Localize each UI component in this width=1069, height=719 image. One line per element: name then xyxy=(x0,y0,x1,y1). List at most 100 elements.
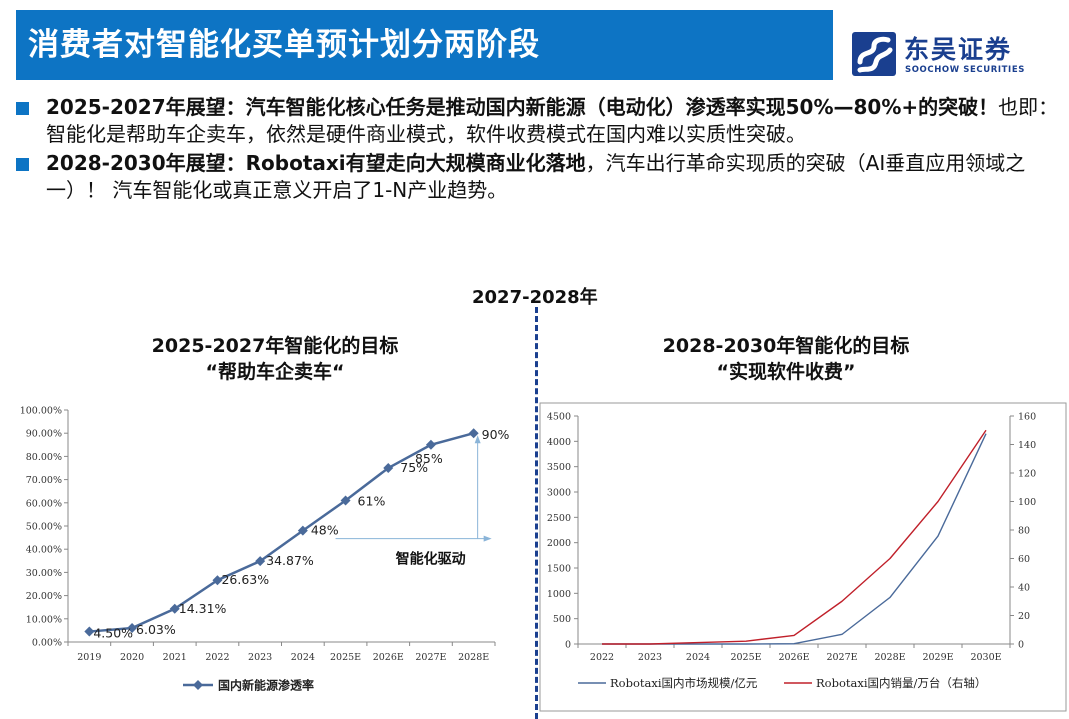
x-tick-label: 2022 xyxy=(590,652,614,663)
y-left-tick-label: 4500 xyxy=(547,412,571,423)
y-right-tick-label: 140 xyxy=(1018,440,1036,451)
data-label: 48% xyxy=(311,523,339,538)
data-point xyxy=(127,623,138,634)
y-left-tick-label: 1000 xyxy=(547,589,571,600)
chart-frame xyxy=(539,402,1067,712)
data-point xyxy=(255,556,266,567)
x-tick-label: 2026E xyxy=(373,652,404,663)
left-panel-title-line1: 2025-2027年智能化的目标 xyxy=(151,335,399,357)
header-bar: 消费者对智能化买单预计划分两阶段 xyxy=(16,10,833,80)
x-tick-label: 2021 xyxy=(163,652,187,663)
y-left-tick-label: 4000 xyxy=(547,437,571,448)
penetration-line xyxy=(89,431,474,633)
y-left-tick-label: 2000 xyxy=(547,538,571,549)
y-tick-label: 30.00% xyxy=(26,568,62,579)
market-size-line xyxy=(602,433,987,645)
x-tick-label: 2028E xyxy=(458,652,489,663)
x-tick-label: 2028E xyxy=(874,652,905,663)
y-right-tick-label: 0 xyxy=(1018,640,1024,651)
x-tick-label: 2029E xyxy=(922,652,953,663)
left-panel-title: 2025-2027年智能化的目标 “帮助车企卖车“ xyxy=(125,333,425,385)
data-point xyxy=(383,463,394,473)
data-point xyxy=(212,575,223,586)
y-left-tick-label: 2500 xyxy=(547,513,571,524)
right-panel-title-line1: 2028-2030年智能化的目标 xyxy=(662,335,910,357)
annotation-label: 智能化驱动 xyxy=(395,551,466,568)
company-logo: 东吴证券 SOOCHOW SECURITIES xyxy=(852,28,1052,78)
data-label: 90% xyxy=(482,427,510,442)
legend-label-sales-volume: Robotaxi国内销量/万台（右轴） xyxy=(816,676,986,690)
data-label: 4.50% xyxy=(93,626,133,641)
annotation-arrow-up xyxy=(474,435,481,444)
bullet-bold-text: 2028-2030年展望：Robotaxi有望走向大规模商业化落地 xyxy=(46,151,586,175)
y-right-tick-label: 20 xyxy=(1018,611,1030,622)
robotaxi-chart: 0 500 1000 1500 2000 2500 3000 3500 4000 4500 0 20 4… xyxy=(539,402,1067,712)
sales-volume-line xyxy=(602,429,987,645)
bullet-list: 2025-2027年展望：汽车智能化核心任务是推动国内新能源（电动化）渗透率实现… xyxy=(14,94,1059,206)
dashed-divider xyxy=(535,307,538,719)
y-tick-label: 0.00% xyxy=(32,638,62,649)
x-tick-label: 2026E xyxy=(778,652,809,663)
data-label: 75% xyxy=(400,460,428,475)
bullet-item: 2028-2030年展望：Robotaxi有望走向大规模商业化落地，汽车出行革命… xyxy=(14,150,1059,204)
y-tick-label: 60.00% xyxy=(26,498,62,509)
x-tick-label: 2027E xyxy=(415,652,446,663)
y-right-tick-label: 80 xyxy=(1018,526,1030,537)
data-label: 6.03% xyxy=(136,622,176,637)
data-label: 26.63% xyxy=(221,572,269,587)
y-left-tick-label: 500 xyxy=(553,614,571,625)
data-label: 14.31% xyxy=(179,601,227,616)
legend-swatch-marker xyxy=(193,680,203,690)
x-tick-label: 2020 xyxy=(120,652,144,663)
bullet-text: ，汽车出行革命实现质的突破（AI垂直应用领域之一）！ 汽车智能化或真正意义开启了… xyxy=(46,151,1026,202)
left-panel-title-line2: “帮助车企卖车“ xyxy=(205,361,345,383)
x-tick-label: 2023 xyxy=(248,652,272,663)
page-title: 消费者对智能化买单预计划分两阶段 xyxy=(28,27,540,63)
x-tick-label: 2023 xyxy=(638,652,662,663)
x-tick-label: 2027E xyxy=(826,652,857,663)
y-tick-label: 80.00% xyxy=(26,452,62,463)
data-point xyxy=(169,603,180,614)
data-label: 34.87% xyxy=(266,553,314,568)
y-tick-label: 90.00% xyxy=(26,429,62,440)
y-tick-label: 50.00% xyxy=(26,522,62,533)
bullet-bold-text: 2025-2027年展望：汽车智能化核心任务是推动国内新能源（电动化）渗透率实现… xyxy=(46,95,999,119)
y-tick-label: 20.00% xyxy=(26,591,62,602)
right-panel-title-line2: “实现软件收费” xyxy=(716,361,856,383)
data-label: 61% xyxy=(358,493,386,508)
data-point xyxy=(468,428,479,439)
bullet-text: 也即：智能化是帮助车企卖车，依然是硬件商业模式，软件收费模式在国内难以实质性突破… xyxy=(46,95,1059,146)
bullet-item: 2025-2027年展望：汽车智能化核心任务是推动国内新能源（电动化）渗透率实现… xyxy=(14,94,1059,148)
right-panel-title: 2028-2030年智能化的目标 “实现软件收费” xyxy=(636,333,936,385)
annotation-arrow-right xyxy=(483,535,492,542)
bullet-square-icon xyxy=(16,102,29,115)
y-tick-label: 70.00% xyxy=(26,475,62,486)
data-point xyxy=(340,495,351,506)
y-left-tick-label: 1500 xyxy=(547,564,571,575)
y-tick-label: 100.00% xyxy=(20,406,62,417)
logo-text-cn: 东吴证券 xyxy=(904,35,1013,64)
x-tick-label: 2025E xyxy=(730,652,761,663)
y-left-tick-label: 0 xyxy=(565,640,571,651)
data-label: 85% xyxy=(415,451,443,466)
x-tick-label: 2019 xyxy=(77,652,101,663)
x-tick-label: 2025E xyxy=(330,652,361,663)
y-right-tick-label: 100 xyxy=(1018,497,1036,508)
legend-label-market-size: Robotaxi国内市场规模/亿元 xyxy=(610,676,758,690)
y-right-tick-label: 120 xyxy=(1018,469,1036,480)
ev-penetration-chart: 0.00% 10.00% 20.00% 30.00% 40.00% 50.00% 60.00… xyxy=(20,406,510,693)
x-tick-label: 2024 xyxy=(291,652,315,663)
y-left-tick-label: 3000 xyxy=(547,488,571,499)
data-point xyxy=(84,626,95,637)
logo-text-en: SOOCHOW SECURITIES xyxy=(905,65,1025,75)
legend-label: 国内新能源渗透率 xyxy=(218,678,314,693)
x-tick-label: 2024 xyxy=(686,652,710,663)
y-left-tick-label: 3500 xyxy=(547,462,571,473)
x-tick-label: 2030E xyxy=(970,652,1001,663)
y-right-tick-label: 60 xyxy=(1018,554,1030,565)
data-point xyxy=(425,439,436,450)
data-point xyxy=(297,525,308,536)
soochow-logo-icon xyxy=(852,32,896,76)
y-right-tick-label: 40 xyxy=(1018,583,1030,594)
y-tick-label: 40.00% xyxy=(26,545,62,556)
